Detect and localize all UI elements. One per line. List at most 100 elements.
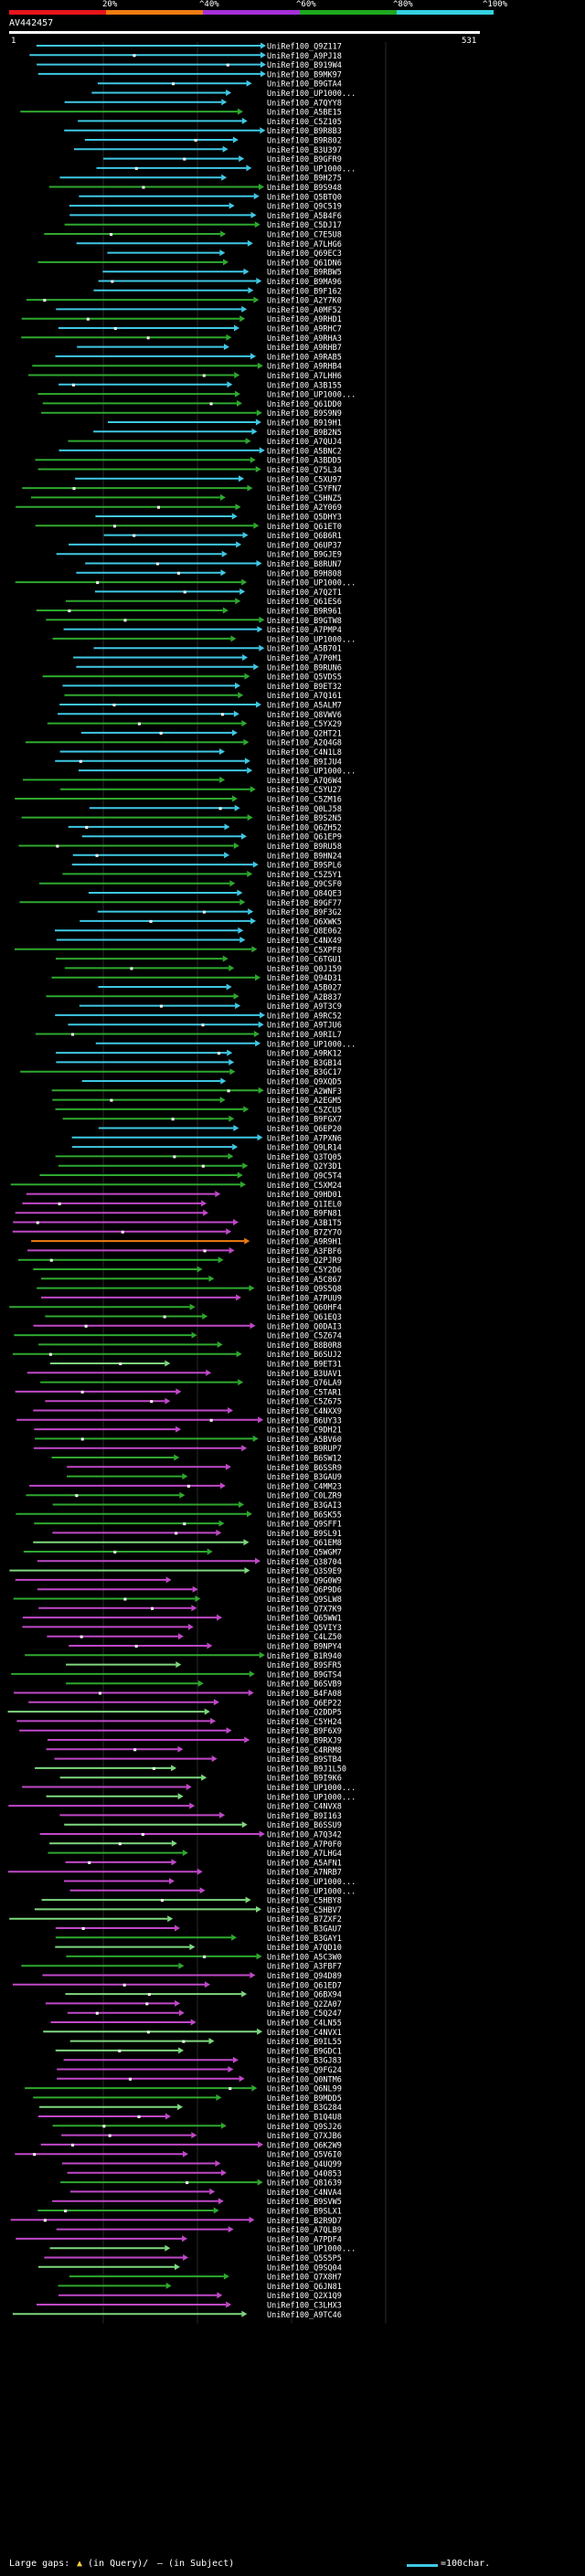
hit-label[interactable]: UniRef100_B9RXJ9 [267, 1737, 342, 1746]
hit-row[interactable]: UniRef100_A2Q4G8 [25, 738, 342, 748]
hit-label[interactable]: UniRef100_B9IL55 [267, 2038, 342, 2047]
hit-label[interactable]: UniRef100_B9GJE9 [267, 551, 342, 560]
hit-row[interactable]: UniRef100_A7QD10 [55, 1944, 342, 1953]
hit-row[interactable]: UniRef100_UP1000... [52, 635, 356, 644]
hit-row[interactable]: UniRef100_C5Z674 [14, 1331, 342, 1341]
hit-row[interactable]: UniRef100_Q6ZH52 [68, 823, 342, 832]
hit-label[interactable]: UniRef100_A7Q2T1 [267, 588, 342, 598]
hit-row[interactable]: UniRef100_Q84QE3 [88, 889, 342, 899]
hit-row[interactable]: UniRef100_C5XPF8 [15, 946, 342, 955]
hit-row[interactable]: UniRef100_Q6EP20 [98, 1125, 342, 1134]
hit-row[interactable]: UniRef100_Q61EM8 [33, 1539, 342, 1548]
hit-row[interactable]: UniRef100_UP1000... [69, 1887, 356, 1896]
hit-row[interactable]: UniRef100_A9RAB5 [55, 353, 342, 362]
hit-label[interactable]: UniRef100_C4NVX8 [267, 1803, 342, 1812]
hit-row[interactable]: UniRef100_Q5VDS5 [42, 673, 342, 683]
hit-label[interactable]: UniRef100_B9J1L50 [267, 1765, 346, 1774]
hit-label[interactable]: UniRef100_B8RUN7 [267, 560, 342, 569]
hit-label[interactable]: UniRef100_Q8VWV6 [267, 711, 342, 720]
hit-label[interactable]: UniRef100_C4NXX9 [267, 1407, 342, 1416]
hit-row[interactable]: UniRef100_B9J1L50 [35, 1765, 346, 1774]
hit-row[interactable]: UniRef100_Q0LJ58 [89, 804, 342, 814]
hit-label[interactable]: UniRef100_C5Z5Y1 [267, 871, 342, 880]
hit-row[interactable]: UniRef100_B3UAV1 [27, 1369, 342, 1379]
hit-label[interactable]: UniRef100_B9RU58 [267, 843, 342, 852]
hit-label[interactable]: UniRef100_C5YU27 [267, 786, 342, 795]
hit-label[interactable]: UniRef100_Q5WGM7 [267, 1549, 342, 1558]
hit-label[interactable]: UniRef100_Q7XJB6 [267, 2132, 342, 2141]
hit-row[interactable]: UniRef100_B7ZY7O [12, 1228, 342, 1237]
hit-label[interactable]: UniRef100_Q61DD0 [267, 400, 342, 409]
hit-label[interactable]: UniRef100_C3LHX3 [267, 2302, 342, 2311]
hit-label[interactable]: UniRef100_Q94D31 [267, 974, 342, 983]
hit-row[interactable]: UniRef100_UP1000... [22, 1784, 356, 1793]
hit-label[interactable]: UniRef100_A7QD10 [267, 1944, 342, 1953]
hit-label[interactable]: UniRef100_Q5V6I0 [267, 2151, 342, 2160]
hit-row[interactable]: UniRef100_B9ET31 [49, 1360, 342, 1370]
hit-label[interactable]: UniRef100_B9I163 [267, 1812, 342, 1821]
hit-row[interactable]: UniRef100_UP1000... [37, 390, 356, 400]
hit-row[interactable]: UniRef100_C6TGU1 [55, 955, 342, 965]
hit-row[interactable]: UniRef100_A7P0F0 [49, 1839, 342, 1850]
hit-label[interactable]: UniRef100_A3B155 [267, 381, 342, 390]
hit-row[interactable]: UniRef100_A9RHB7 [77, 344, 342, 353]
hit-row[interactable]: UniRef100_A5B4F6 [69, 211, 342, 221]
hit-label[interactable]: UniRef100_B9SVW5 [267, 2198, 342, 2207]
hit-label[interactable]: UniRef100_B919H1 [267, 419, 342, 429]
hit-label[interactable]: UniRef100_A7PMP4 [267, 626, 342, 635]
hit-label[interactable]: UniRef100_Q61DN6 [267, 259, 342, 268]
hit-row[interactable]: UniRef100_C9DH21 [34, 1426, 342, 1436]
hit-row[interactable]: UniRef100_C4LN55 [50, 2019, 342, 2029]
hit-row[interactable]: UniRef100_A2WNF3 [51, 1087, 342, 1097]
hit-label[interactable]: UniRef100_Q9SJ26 [267, 2123, 342, 2132]
hit-row[interactable]: UniRef100_C5DJ17 [64, 221, 342, 230]
hit-label[interactable]: UniRef100_Q65WW1 [267, 1615, 342, 1624]
hit-row[interactable]: UniRef100_Q61DD0 [42, 399, 342, 409]
hit-row[interactable]: UniRef100_A7Q6W4 [23, 776, 342, 786]
hit-row[interactable]: UniRef100_Q9FG24 [57, 2066, 342, 2075]
hit-row[interactable]: UniRef100_B9R961 [36, 607, 342, 617]
hit-row[interactable]: UniRef100_B9SLX1 [37, 2207, 342, 2217]
hit-row[interactable]: UniRef100_Q6BX94 [65, 1990, 342, 2000]
hit-row[interactable]: UniRef100_A5BNC2 [58, 447, 342, 456]
hit-label[interactable]: UniRef100_Q6XWK5 [267, 917, 342, 927]
hit-row[interactable]: UniRef100_B3G284 [39, 2104, 342, 2113]
hit-row[interactable]: UniRef100_B9GTW8 [46, 616, 342, 626]
hit-row[interactable]: UniRef100_B9GTA4 [97, 80, 342, 90]
hit-row[interactable]: UniRef100_A7PMP4 [63, 626, 342, 635]
hit-label[interactable]: UniRef100_Q9SFF1 [267, 1521, 342, 1530]
hit-row[interactable]: UniRef100_C4LZ50 [47, 1633, 342, 1642]
hit-label[interactable]: UniRef100_C5XM24 [267, 1182, 342, 1191]
hit-label[interactable]: UniRef100_A2Y7K0 [267, 297, 342, 306]
hit-label[interactable]: UniRef100_UP1000... [267, 1793, 356, 1802]
hit-label[interactable]: UniRef100_B6UY33 [267, 1416, 342, 1426]
hit-label[interactable]: UniRef100_B6SUJ2 [267, 1351, 342, 1360]
hit-row[interactable]: UniRef100_A7QYY8 [64, 99, 342, 108]
hit-label[interactable]: UniRef100_B9B2N5 [267, 429, 342, 438]
hit-label[interactable]: UniRef100_UP1000... [267, 579, 356, 588]
hit-row[interactable]: UniRef100_Q61ED7 [12, 1981, 342, 1990]
hit-row[interactable]: UniRef100_A9RC52 [55, 1012, 342, 1021]
hit-row[interactable]: UniRef100_B9R802 [84, 136, 342, 146]
hit-label[interactable]: UniRef100_Q7X8H7 [267, 2274, 342, 2283]
hit-row[interactable]: UniRef100_C5Q247 [67, 2009, 342, 2019]
hit-label[interactable]: UniRef100_Q3TQ05 [267, 1153, 342, 1162]
hit-label[interactable]: UniRef100_A7LHG6 [267, 240, 342, 249]
hit-row[interactable]: UniRef100_Q9LR14 [71, 1143, 342, 1153]
hit-row[interactable]: UniRef100_Q9C519 [69, 202, 342, 212]
hit-label[interactable]: UniRef100_Q84QE3 [267, 890, 342, 899]
hit-label[interactable]: UniRef100_B2R9D7 [267, 2217, 342, 2226]
hit-label[interactable]: UniRef100_C4LN55 [267, 2019, 342, 2029]
hit-row[interactable]: UniRef100_Q9CSF0 [38, 880, 342, 889]
hit-row[interactable]: UniRef100_C5ZM16 [15, 795, 342, 805]
hit-label[interactable]: UniRef100_C5Y2D6 [267, 1267, 342, 1276]
hit-label[interactable]: UniRef100_B9F3G2 [267, 908, 342, 917]
hit-row[interactable]: UniRef100_Q7XJB6 [61, 2132, 342, 2141]
hit-row[interactable]: UniRef100_C5YH24 [16, 1717, 342, 1727]
hit-row[interactable]: UniRef100_Q6JN81 [58, 2282, 342, 2292]
hit-row[interactable]: UniRef100_A3FBF7 [21, 1962, 342, 1972]
hit-row[interactable]: UniRef100_Q40853 [67, 2169, 342, 2178]
hit-label[interactable]: UniRef100_C5TAR1 [267, 1388, 342, 1397]
hit-label[interactable]: UniRef100_Q6EP20 [267, 1125, 342, 1134]
hit-label[interactable]: UniRef100_Q6P9D6 [267, 1586, 342, 1595]
